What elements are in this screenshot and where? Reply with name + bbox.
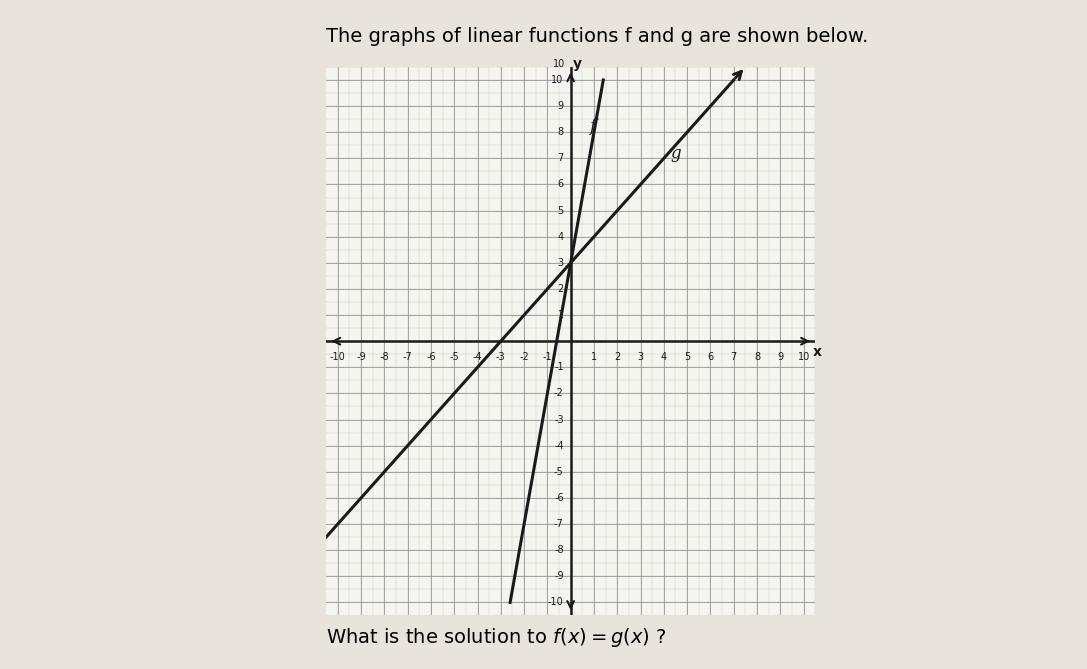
Text: -10: -10: [548, 597, 564, 607]
Text: -8: -8: [379, 352, 389, 362]
Text: f: f: [588, 118, 595, 136]
Text: y: y: [573, 58, 583, 72]
Text: 4: 4: [661, 352, 667, 362]
Text: -3: -3: [554, 415, 564, 425]
Text: 2: 2: [558, 284, 564, 294]
Text: 6: 6: [558, 179, 564, 189]
Text: -2: -2: [520, 352, 529, 362]
Text: -1: -1: [542, 352, 552, 362]
Text: 7: 7: [730, 352, 737, 362]
Text: -7: -7: [403, 352, 412, 362]
Text: 3: 3: [558, 258, 564, 268]
Text: 1: 1: [591, 352, 597, 362]
Text: -6: -6: [554, 493, 564, 503]
Text: -4: -4: [554, 441, 564, 451]
Text: -10: -10: [329, 352, 346, 362]
Text: -6: -6: [426, 352, 436, 362]
Text: 9: 9: [558, 101, 564, 111]
Text: -2: -2: [554, 389, 564, 399]
Text: x: x: [813, 345, 822, 359]
Text: -5: -5: [554, 467, 564, 477]
Text: 4: 4: [558, 231, 564, 242]
Text: 10: 10: [551, 75, 564, 85]
Text: -3: -3: [496, 352, 505, 362]
Text: 3: 3: [637, 352, 644, 362]
Text: -5: -5: [449, 352, 459, 362]
Text: 5: 5: [558, 205, 564, 215]
Text: 10: 10: [552, 60, 565, 70]
Text: 2: 2: [614, 352, 621, 362]
Text: -9: -9: [554, 571, 564, 581]
Text: 10: 10: [798, 352, 810, 362]
Text: -4: -4: [473, 352, 483, 362]
Text: 1: 1: [558, 310, 564, 320]
Text: -1: -1: [554, 363, 564, 373]
Text: 7: 7: [558, 153, 564, 163]
Text: g: g: [671, 145, 680, 162]
Text: 6: 6: [708, 352, 713, 362]
Text: -8: -8: [554, 545, 564, 555]
Text: -9: -9: [357, 352, 366, 362]
Text: What is the solution to $f(x) = g(x)$ ?: What is the solution to $f(x) = g(x)$ ?: [326, 626, 666, 649]
Text: 9: 9: [777, 352, 784, 362]
Text: -7: -7: [554, 519, 564, 529]
Text: 8: 8: [754, 352, 760, 362]
Text: 8: 8: [558, 127, 564, 137]
Text: The graphs of linear functions f and g are shown below.: The graphs of linear functions f and g a…: [326, 27, 869, 45]
Text: 5: 5: [684, 352, 690, 362]
